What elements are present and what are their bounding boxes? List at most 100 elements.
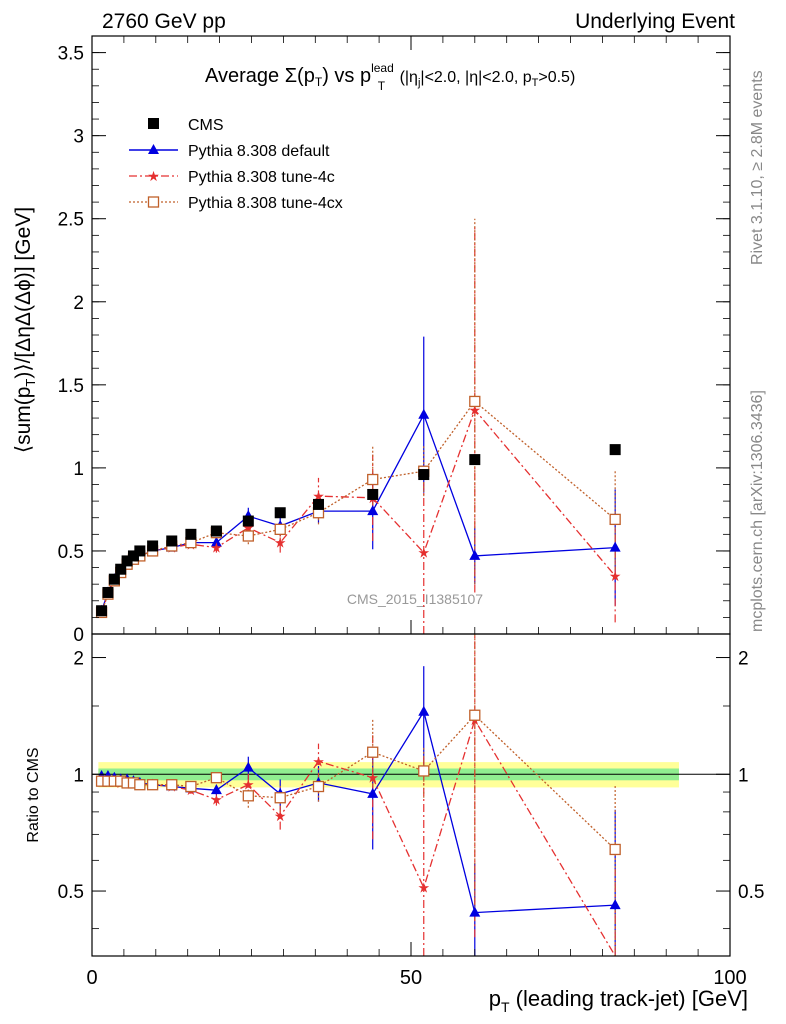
main-data-point bbox=[242, 515, 254, 527]
ratio-data-point bbox=[312, 780, 325, 793]
ratio-data-point bbox=[367, 787, 379, 798]
ratio-data-point bbox=[609, 843, 621, 856]
main-data-point bbox=[127, 550, 139, 562]
ratio-y-tick-label-right: 2 bbox=[738, 649, 749, 670]
ratio-y-tick-label: 1 bbox=[73, 765, 84, 786]
ratio-data-point: ★ bbox=[210, 792, 223, 808]
main-data-point bbox=[469, 454, 481, 466]
x-tick-label: 50 bbox=[400, 967, 422, 989]
main-data-point bbox=[367, 473, 379, 486]
ratio-data-point bbox=[185, 780, 197, 793]
ratio-y-axis-label: Ratio to CMS bbox=[25, 747, 42, 842]
ratio-data-point bbox=[210, 772, 223, 784]
legend: CMS Pythia 8.308 default ★ Pythia 8.308 … bbox=[129, 117, 343, 212]
ratio-data-point bbox=[418, 705, 430, 716]
ratio-data-point: ★ bbox=[312, 753, 325, 769]
main-data-point bbox=[102, 586, 114, 598]
main-data-point bbox=[115, 563, 127, 575]
main-data-point bbox=[185, 528, 197, 540]
ratio-data-point bbox=[146, 779, 159, 791]
ratio-series-line bbox=[101, 714, 616, 850]
main-data-point bbox=[210, 525, 222, 537]
legend-cms-label: CMS bbox=[188, 117, 224, 134]
main-plot-marks: ★★★★★★★★★★★★★★★★★★ bbox=[95, 218, 622, 634]
main-y-tick-label: 2.5 bbox=[58, 210, 84, 231]
analysis-watermark: CMS_2015_I1385107 bbox=[347, 591, 483, 607]
main-y-tick-label: 0 bbox=[73, 625, 84, 646]
main-data-point bbox=[367, 488, 379, 500]
ratio-data-point bbox=[166, 779, 178, 791]
main-data-point bbox=[134, 545, 146, 557]
main-data-point bbox=[418, 469, 430, 481]
main-data-point bbox=[121, 555, 133, 567]
main-data-point bbox=[469, 395, 481, 408]
main-data-point: ★ bbox=[274, 535, 287, 551]
main-data-point bbox=[166, 535, 178, 547]
ratio-data-point bbox=[210, 784, 222, 795]
main-y-axis-label: ⟨sum(pT)⟩/[ΔηΔ(Δϕ)] [GeV] bbox=[12, 207, 38, 453]
main-data-point bbox=[147, 540, 159, 552]
ratio-data-point bbox=[242, 790, 254, 802]
ratio-data-point: ★ bbox=[274, 808, 287, 824]
ratio-y-tick-label: 2 bbox=[73, 649, 84, 670]
legend-default-marker bbox=[148, 144, 159, 154]
axes: 0 0.5 1 1.5 2 2.5 3 3.5 0.5 0.5 1 1 2 2 0 50 100 bbox=[58, 35, 764, 989]
header-left-label: 2760 GeV pp bbox=[102, 10, 226, 33]
ratio-plot-marks: ★★★★★★★★★★★★★★★★★ bbox=[95, 634, 621, 957]
rivet-version-label: Rivet 3.1.10, ≥ 2.8M events bbox=[749, 70, 766, 265]
legend-cms-marker bbox=[148, 118, 159, 129]
ratio-data-point bbox=[274, 792, 286, 804]
main-data-point bbox=[418, 408, 430, 419]
main-series-line bbox=[100, 408, 616, 613]
main-data-point bbox=[609, 513, 621, 526]
ratio-data-point: ★ bbox=[366, 770, 379, 786]
ratio-data-point bbox=[418, 765, 430, 777]
main-data-point bbox=[469, 549, 481, 560]
legend-tune4c-label: Pythia 8.308 tune-4c bbox=[188, 169, 335, 186]
ratio-data-point bbox=[367, 746, 379, 758]
ratio-series-line bbox=[101, 718, 616, 957]
ratio-data-point bbox=[134, 779, 146, 791]
main-data-point bbox=[274, 507, 286, 519]
ratio-series-line bbox=[101, 710, 616, 914]
ratio-data-point: ★ bbox=[417, 880, 430, 896]
main-title: Average Σ(pT) vs plead T (|ηj|<2.0, |η|<2… bbox=[205, 61, 575, 93]
ratio-plot-frame bbox=[91, 633, 731, 957]
x-axis-label: pT (leading track-jet) [GeV] bbox=[489, 986, 748, 1015]
x-tick-label: 100 bbox=[713, 967, 746, 989]
main-data-point: ★ bbox=[609, 568, 622, 584]
x-tick-label: 0 bbox=[86, 967, 97, 989]
main-data-point: ★ bbox=[210, 540, 223, 556]
main-y-tick-label: 3 bbox=[73, 127, 84, 148]
main-data-point bbox=[242, 530, 254, 542]
mcplots-label: mcplots.cern.ch [arXiv:1306.3436] bbox=[749, 390, 766, 632]
legend-tune4cx-label: Pythia 8.308 tune-4cx bbox=[188, 195, 343, 212]
main-y-tick-label: 1.5 bbox=[58, 376, 84, 397]
legend-tune4cx-marker bbox=[147, 196, 160, 208]
ratio-y-tick-label-right: 1 bbox=[738, 765, 749, 786]
main-data-point bbox=[312, 498, 324, 510]
header-right-label: Underlying Event bbox=[575, 10, 735, 33]
legend-tune4c-marker: ★ bbox=[147, 168, 160, 184]
main-data-point bbox=[108, 573, 120, 585]
main-data-point: ★ bbox=[417, 545, 430, 561]
ratio-y-tick-label-right: 0.5 bbox=[738, 882, 764, 903]
main-data-point bbox=[367, 505, 379, 516]
ratio-data-point bbox=[469, 709, 481, 721]
main-series-line bbox=[100, 400, 616, 613]
main-y-tick-label: 0.5 bbox=[58, 542, 84, 563]
main-y-tick-label: 3.5 bbox=[58, 44, 84, 65]
ratio-y-tick-label: 0.5 bbox=[58, 882, 84, 903]
legend-default-label: Pythia 8.308 default bbox=[188, 143, 330, 160]
main-y-tick-label: 1 bbox=[73, 459, 84, 480]
ratio-data-point: ★ bbox=[242, 777, 255, 793]
ratio-data-point bbox=[469, 906, 481, 917]
main-data-point bbox=[210, 536, 222, 547]
main-series-line bbox=[100, 413, 616, 611]
main-y-tick-label: 2 bbox=[73, 293, 84, 314]
ratio-data-point bbox=[242, 761, 254, 772]
main-data-point bbox=[609, 444, 621, 456]
main-data-point bbox=[609, 541, 621, 552]
ratio-data-point bbox=[609, 899, 621, 910]
